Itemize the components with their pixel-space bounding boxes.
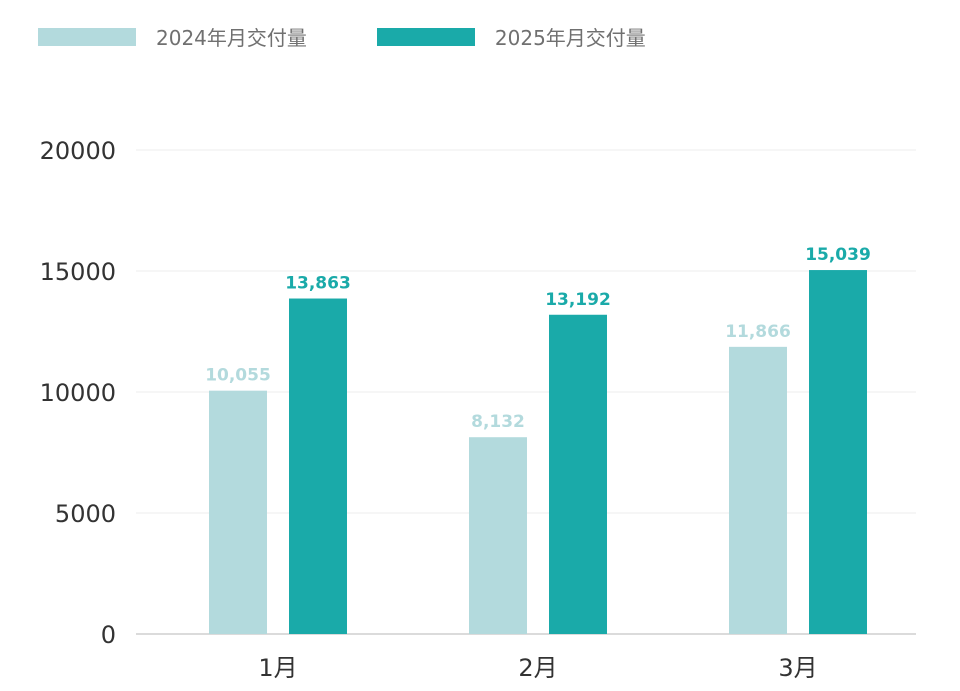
legend-label-2024: 2024年月交付量 bbox=[156, 26, 307, 50]
y-tick-label: 0 bbox=[101, 621, 116, 649]
y-tick-label: 10000 bbox=[40, 379, 116, 407]
bars bbox=[209, 270, 867, 634]
data-label: 13,192 bbox=[545, 290, 611, 310]
data-labels: 10,055 13,863 8,132 13,192 11,866 15,039 bbox=[205, 245, 871, 432]
legend: 2024年月交付量 2025年月交付量 bbox=[38, 22, 716, 51]
x-category-label: 1月 bbox=[258, 654, 297, 682]
data-label: 11,866 bbox=[725, 322, 791, 342]
y-tick-label: 5000 bbox=[55, 500, 116, 528]
y-tick-label: 20000 bbox=[40, 137, 116, 165]
y-axis: 0 5000 10000 15000 20000 bbox=[40, 137, 116, 649]
legend-label-2025: 2025年月交付量 bbox=[494, 26, 646, 50]
legend-item-2025: 2025年月交付量 bbox=[376, 22, 646, 51]
legend-item-2024: 2024年月交付量 bbox=[38, 22, 307, 51]
x-axis: 1月 2月 3月 bbox=[258, 654, 817, 682]
bar bbox=[209, 390, 267, 634]
x-category-label: 2月 bbox=[518, 654, 557, 682]
y-tick-label: 15000 bbox=[40, 258, 116, 286]
data-label: 8,132 bbox=[471, 412, 525, 432]
legend-swatch-2024 bbox=[38, 27, 136, 46]
bar bbox=[469, 437, 527, 634]
bar bbox=[729, 346, 787, 634]
data-label: 15,039 bbox=[805, 245, 871, 265]
bar bbox=[809, 270, 867, 634]
bar bbox=[549, 314, 607, 634]
bar bbox=[289, 298, 347, 634]
legend-swatch-2025 bbox=[376, 27, 475, 46]
data-label: 13,863 bbox=[285, 274, 351, 294]
data-label: 10,055 bbox=[205, 366, 271, 386]
x-category-label: 3月 bbox=[778, 654, 817, 682]
